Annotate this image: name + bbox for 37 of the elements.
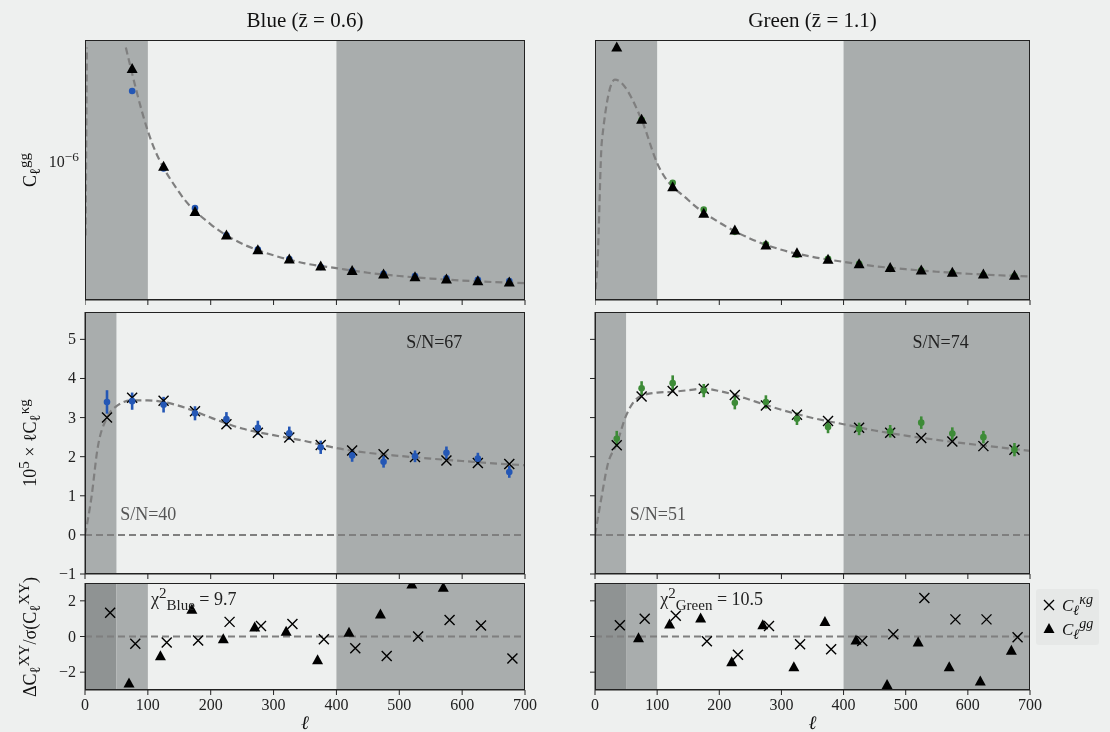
x-tick-label: 200: [707, 696, 732, 713]
x-tick-label: 100: [135, 696, 160, 713]
y-tick-label: 2: [68, 447, 76, 465]
y-tick-label: −2: [58, 663, 76, 681]
annotation: χ$^{2}$$_{Blue}$ = 9.7: [151, 585, 237, 614]
x-tick-label: 500: [893, 696, 918, 713]
y-tick-label: −1: [58, 565, 76, 582]
annotation: S/N=40: [120, 504, 177, 525]
y-tick-label: 4: [68, 369, 76, 387]
x-tick-label: 300: [261, 696, 286, 713]
x-tick-label: 0: [81, 696, 89, 713]
annotation: χ$^{2}$$_{Green}$ = 10.5: [660, 585, 764, 614]
x-tick-label: 700: [1018, 696, 1042, 713]
annotation: S/N=67: [406, 332, 463, 353]
x-tick-label: 700: [513, 696, 537, 713]
x-tick-label: 600: [450, 696, 475, 713]
y-tick-label: 1: [68, 486, 76, 504]
annotation: S/N=74: [912, 332, 969, 353]
x-tick-label: 600: [955, 696, 980, 713]
chart-title: Blue (z̄ = 0.6): [245, 8, 365, 33]
x-tick-label: 100: [645, 696, 670, 713]
x-axis-title: ℓ: [807, 712, 818, 732]
x-tick-label: 400: [324, 696, 349, 713]
text: 10$^{−6}$: [48, 149, 79, 172]
chart-title: Green (z̄ = 1.1): [747, 8, 878, 33]
y-tick-label: 2: [68, 591, 76, 609]
y-tick-label: 3: [68, 408, 76, 426]
x-tick-label: 0: [591, 696, 599, 713]
x-axis-title: ℓ: [300, 712, 310, 732]
y-tick-label: 0: [68, 525, 76, 543]
y-tick-label: 5: [68, 330, 76, 348]
x-tick-label: 300: [769, 696, 794, 713]
y-tick-label: 0: [68, 627, 76, 645]
x-tick-label: 500: [387, 696, 412, 713]
annotation: S/N=51: [629, 504, 686, 525]
x-tick-label: 400: [831, 696, 856, 713]
x-tick-label: 200: [198, 696, 223, 713]
